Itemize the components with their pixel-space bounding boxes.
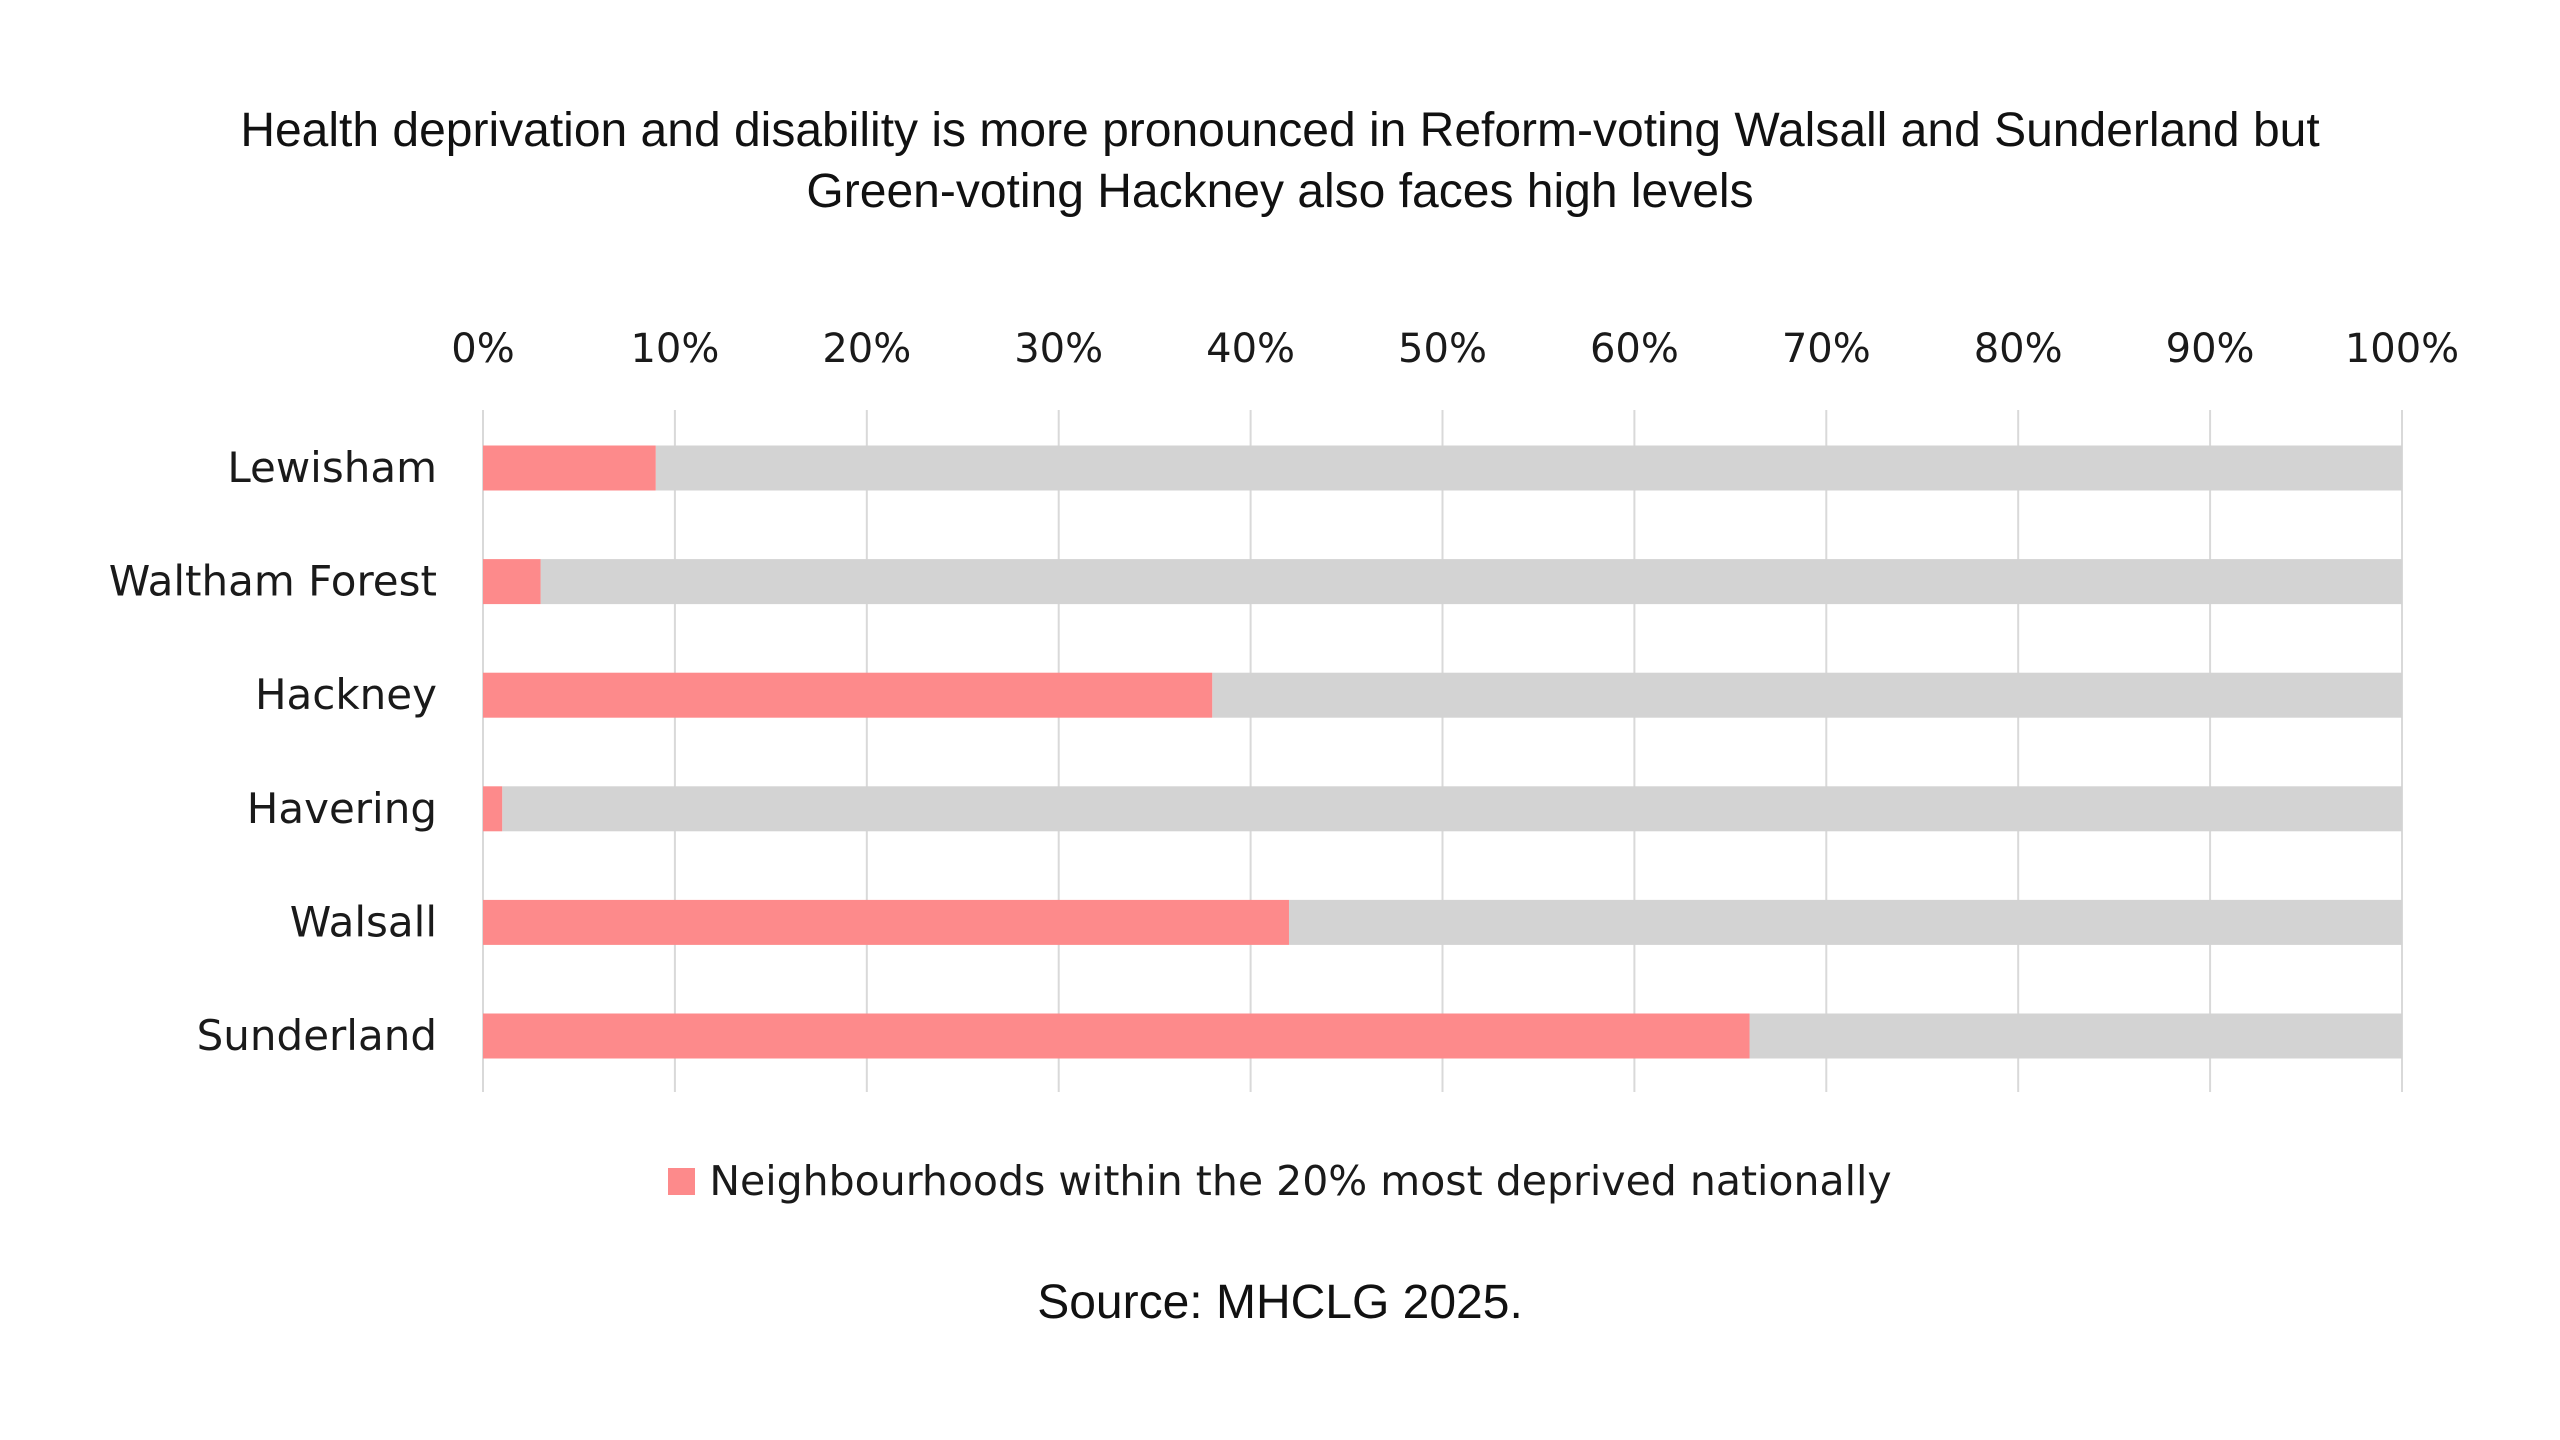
x-axis-ticks: 0% 10% 20% 30% 40% 50% 60% 70% 80% 90% 100% (451, 326, 2459, 372)
chart-title-line-2: Green-voting Hackney also faces high lev… (806, 165, 1754, 218)
bar-deprived (483, 899, 1289, 945)
x-tick-label: 20% (822, 326, 911, 372)
bar-remainder (540, 559, 2402, 605)
source-note: Source: MHCLG 2025. (1037, 1276, 1523, 1329)
chart-title-line-1: Health deprivation and disability is mor… (240, 104, 2320, 157)
x-tick-label: 60% (1590, 326, 1679, 372)
x-tick-label: 70% (1782, 326, 1871, 372)
x-tick-label: 30% (1014, 326, 1103, 372)
bar-deprived (483, 445, 656, 491)
gridlines (482, 410, 2403, 1092)
chart-title: Health deprivation and disability is mor… (130, 100, 2430, 222)
x-tick-label: 50% (1398, 326, 1487, 372)
category-label: Sunderland (197, 1011, 437, 1060)
bar-remainder (655, 445, 2403, 491)
bar-remainder (502, 786, 2403, 832)
category-label: Hackney (255, 670, 437, 719)
category-label: Lewisham (227, 443, 437, 492)
x-tick-label: 90% (2166, 326, 2255, 372)
bars (483, 445, 2403, 1059)
category-label: Walsall (290, 897, 437, 946)
bar-remainder (1212, 672, 2402, 718)
bar-remainder (1288, 899, 2402, 945)
legend-label: Neighbourhoods within the 20% most depri… (709, 1157, 1892, 1205)
bar-deprived (483, 786, 503, 832)
category-labels: Lewisham Waltham Forest Hackney Havering Wal… (109, 443, 437, 1060)
x-tick-label: 40% (1206, 326, 1295, 372)
bar-remainder (1749, 1013, 2402, 1059)
bar-deprived (483, 1013, 1750, 1059)
x-tick-label: 80% (1974, 326, 2063, 372)
bar-deprived (483, 672, 1213, 718)
category-label: Havering (247, 784, 437, 833)
x-tick-label: 0% (451, 326, 514, 372)
category-label: Waltham Forest (109, 557, 437, 606)
legend: Neighbourhoods within the 20% most depri… (0, 1157, 2560, 1205)
x-tick-label: 10% (630, 326, 719, 372)
legend-swatch (668, 1167, 696, 1195)
x-tick-label: 100% (2345, 326, 2459, 372)
bar-deprived (483, 559, 541, 605)
